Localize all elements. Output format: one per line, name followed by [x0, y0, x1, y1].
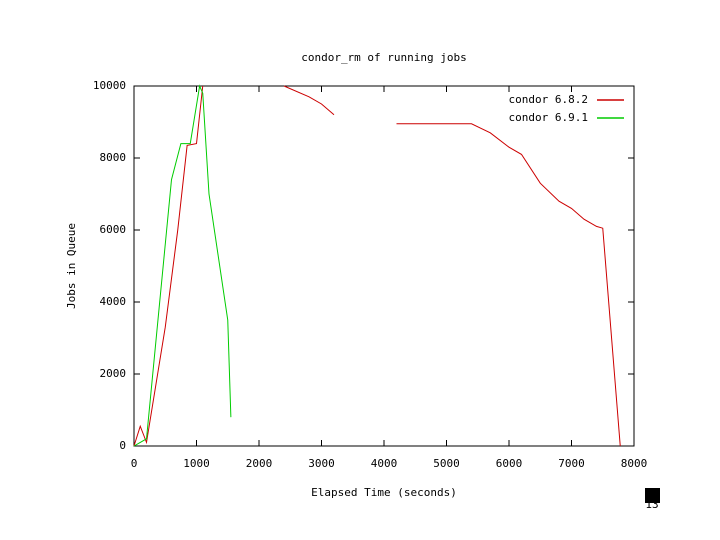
y-tick-label: 4000: [100, 295, 127, 308]
legend-label: condor 6.9.1: [509, 111, 588, 124]
y-axis-label: Jobs in Queue: [65, 223, 78, 309]
series-line: [283, 85, 335, 116]
x-tick-label: 6000: [496, 457, 523, 470]
y-tick-label: 6000: [100, 223, 127, 236]
chart-title: condor_rm of running jobs: [301, 51, 467, 64]
x-tick-label: 1000: [183, 457, 210, 470]
page-number: 13: [645, 498, 658, 511]
x-tick-label: 8000: [621, 457, 648, 470]
y-tick-label: 8000: [100, 151, 127, 164]
x-tick-label: 0: [131, 457, 138, 470]
plot-frame: [133, 85, 635, 447]
x-tick-label: 5000: [433, 457, 460, 470]
legend-label: condor 6.8.2: [509, 93, 588, 106]
y-tick-label: 0: [119, 439, 126, 452]
series-line: [396, 123, 621, 447]
x-tick-label: 4000: [371, 457, 398, 470]
series-line: [133, 85, 204, 447]
x-tick-label: 3000: [308, 457, 335, 470]
y-tick-label: 2000: [100, 367, 127, 380]
series-line: [133, 84, 232, 447]
y-tick-label: 10000: [93, 79, 126, 92]
x-tick-label: 2000: [246, 457, 273, 470]
x-axis-label: Elapsed Time (seconds): [311, 486, 457, 499]
page-marker: [645, 488, 660, 503]
x-tick-label: 7000: [558, 457, 585, 470]
